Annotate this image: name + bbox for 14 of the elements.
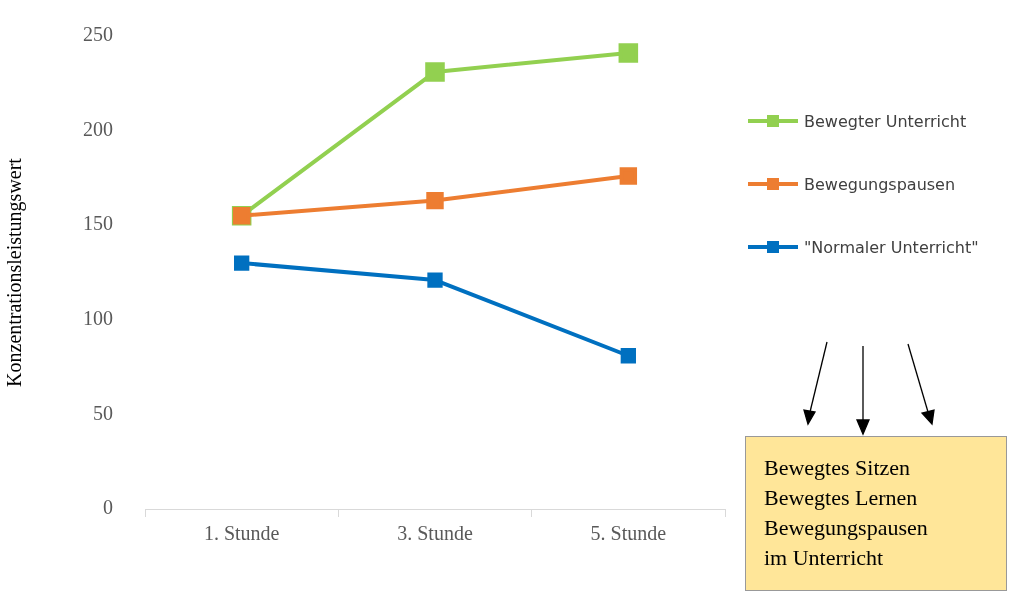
text: Bewegtes Sitzen Bewegtes Lernen Bewegungspausen im Unterricht (745, 436, 1007, 591)
x-tick-label: 1. Stunde (203, 522, 280, 545)
y-tick-label: 200 (83, 117, 113, 140)
x-tick-label: 5. Stunde (590, 522, 667, 545)
legend-label: Bewegungspausen (804, 174, 957, 196)
y-axis-title: Konzentrationsleistungswert (3, 157, 27, 387)
y-tick-label: 150 (83, 212, 113, 235)
y-tick-label: 50 (93, 401, 113, 424)
y-tick-label: 0 (103, 496, 113, 519)
legend-label: Bewegter Unterricht (804, 111, 968, 133)
x-tick-label: 3. Stunde (397, 522, 473, 545)
y-tick-label: 100 (83, 307, 113, 330)
legend-label: "Normaler Unterricht" (804, 237, 980, 259)
y-tick-label: 250 (83, 23, 113, 46)
